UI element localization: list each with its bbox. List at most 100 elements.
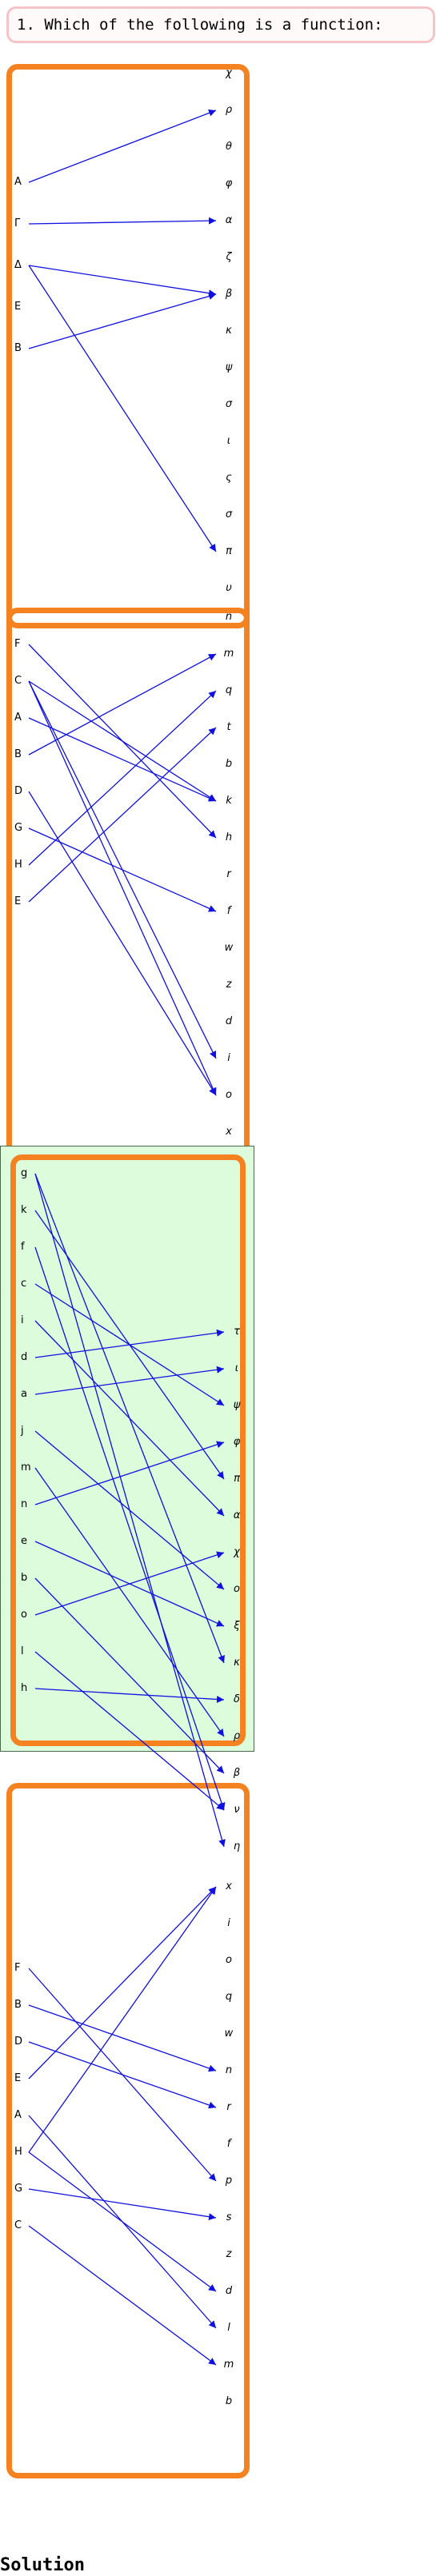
domain-label: k	[21, 1204, 27, 1216]
domain-label: j	[21, 1425, 24, 1437]
codomain-label: π	[226, 545, 232, 557]
codomain-label: π	[234, 1473, 240, 1485]
codomain-label: d	[225, 1015, 233, 1027]
option-panel-3[interactable]	[10, 1154, 246, 1746]
codomain-label: k	[226, 795, 232, 807]
codomain-label: ι	[234, 1362, 239, 1374]
codomain-label: x	[226, 1880, 232, 1892]
domain-label: h	[21, 1682, 28, 1694]
domain-label: G	[14, 822, 23, 834]
domain-label: g	[21, 1167, 28, 1179]
codomain-label: ο	[234, 1583, 240, 1595]
domain-label: m	[21, 1461, 31, 1473]
codomain-label: w	[224, 942, 234, 954]
codomain-label: t	[226, 721, 231, 733]
codomain-label: b	[225, 2395, 233, 2407]
codomain-label: r	[226, 2101, 231, 2113]
domain-label: B	[14, 342, 22, 354]
codomain-label: b	[225, 758, 233, 770]
codomain-label: f	[226, 905, 231, 917]
domain-label: D	[14, 2036, 23, 2048]
codomain-label: m	[223, 648, 234, 660]
domain-label: l	[21, 1645, 24, 1657]
solution-heading: Solution	[0, 2555, 85, 2575]
codomain-label: i	[227, 1917, 230, 1929]
domain-label: H	[14, 859, 22, 871]
codomain-label: ξ	[234, 1620, 240, 1632]
domain-label: A	[14, 176, 22, 188]
domain-label: B	[14, 1999, 22, 2011]
domain-label: E	[14, 2072, 22, 2084]
codomain-label: α	[225, 214, 233, 226]
codomain-label: l	[227, 2322, 230, 2334]
domain-label: e	[21, 1535, 27, 1547]
domain-label: a	[21, 1388, 27, 1400]
domain-label: A	[14, 2109, 22, 2121]
codomain-label: q	[225, 1991, 233, 2003]
codomain-label: ρ	[233, 1730, 241, 1742]
codomain-label: κ	[234, 1657, 240, 1669]
codomain-label: β	[233, 1767, 241, 1779]
domain-label: d	[21, 1351, 28, 1363]
codomain-label: i	[227, 1052, 230, 1064]
codomain-label: τ	[234, 1326, 240, 1338]
domain-label: i	[21, 1314, 24, 1326]
domain-label: D	[14, 785, 23, 797]
codomain-label: κ	[226, 325, 232, 337]
domain-label: b	[21, 1572, 28, 1584]
domain-label: C	[14, 675, 22, 687]
domain-label: E	[14, 895, 22, 907]
domain-label: E	[14, 301, 22, 313]
option-panel-1[interactable]	[6, 64, 250, 628]
domain-label: B	[14, 748, 22, 760]
codomain-label: m	[223, 2359, 234, 2371]
codomain-label: θ	[226, 141, 232, 153]
domain-label: f	[21, 1241, 25, 1253]
codomain-label: φ	[225, 177, 233, 189]
codomain-label: ζ	[226, 251, 232, 263]
domain-label: F	[14, 638, 21, 650]
codomain-label: β	[225, 288, 233, 300]
codomain-label: w	[224, 2028, 234, 2040]
codomain-label: o	[226, 1954, 232, 1966]
codomain-label: n	[225, 2064, 233, 2076]
codomain-label: σ	[225, 398, 233, 410]
codomain-label: r	[226, 868, 231, 880]
codomain-label: υ	[226, 582, 232, 594]
domain-label: F	[14, 1962, 21, 1974]
codomain-label: h	[225, 831, 233, 843]
domain-label: n	[21, 1498, 28, 1510]
option-panel-2[interactable]	[6, 608, 250, 1172]
codomain-label: φ	[233, 1436, 241, 1448]
codomain-label: n	[225, 611, 233, 623]
codomain-label: ν	[234, 1804, 240, 1816]
codomain-label: o	[226, 1089, 232, 1101]
codomain-label: χ	[234, 1546, 240, 1558]
codomain-label: ψ	[225, 361, 233, 373]
codomain-label: ι	[226, 435, 231, 447]
domain-label: o	[21, 1609, 27, 1621]
domain-label: Δ	[14, 259, 22, 271]
codomain-label: z	[226, 2248, 232, 2260]
domain-label: H	[14, 2146, 22, 2158]
domain-label: C	[14, 2219, 22, 2231]
domain-label: Γ	[14, 217, 21, 229]
question-title: 1. Which of the following is a function:	[6, 6, 435, 43]
codomain-label: σ	[225, 508, 233, 520]
codomain-label: α	[233, 1509, 241, 1521]
codomain-label: f	[226, 2138, 231, 2150]
codomain-label: d	[225, 2285, 233, 2297]
codomain-label: η	[233, 1840, 241, 1852]
codomain-label: ψ	[233, 1399, 241, 1411]
codomain-label: δ	[234, 1693, 240, 1705]
codomain-label: ς	[226, 472, 232, 484]
codomain-label: q	[225, 684, 233, 696]
domain-label: G	[14, 2183, 23, 2195]
codomain-label: s	[226, 2211, 232, 2223]
codomain-label: p	[225, 2175, 233, 2187]
codomain-label: z	[226, 979, 232, 991]
codomain-label: χ	[226, 67, 232, 79]
domain-label: A	[14, 712, 22, 724]
domain-label: c	[21, 1278, 27, 1290]
option-panel-4[interactable]	[6, 1783, 250, 2478]
